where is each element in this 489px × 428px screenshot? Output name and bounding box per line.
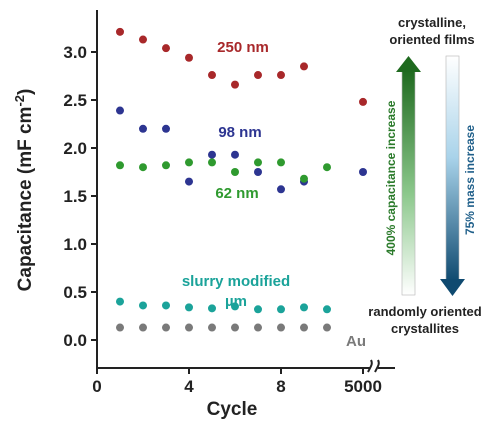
data-point-s2-5 <box>231 168 239 176</box>
data-point-s2-7 <box>277 158 285 167</box>
y-tick-label-5: 2.5 <box>63 91 87 110</box>
data-point-s4-3 <box>185 323 193 332</box>
y-axis-title: Capacitance (mF cm-2) <box>12 89 36 292</box>
y-tick-label-2: 1.0 <box>63 235 87 254</box>
y-tick-label-1: 0.5 <box>63 283 87 302</box>
green-arrow-label: 400% capacitance increase <box>384 100 398 255</box>
data-point-s2-2 <box>162 161 170 170</box>
data-point-s4-7 <box>277 323 285 332</box>
data-point-s3-9 <box>323 305 331 314</box>
data-point-s4-2 <box>162 323 170 332</box>
annotation-bottom-line2: crystallites <box>391 321 459 336</box>
data-point-s4-6 <box>254 323 262 332</box>
data-point-s0-7 <box>277 71 285 80</box>
axes: 0.0 0.5 1.0 1.5 2.0 2.5 3.0 0 4 8 5000 <box>63 10 395 396</box>
data-point-s2-8 <box>300 174 308 183</box>
blue-arrow-label: 75% mass increase <box>463 125 477 235</box>
annotation-bottom-line1: randomly oriented <box>368 304 481 319</box>
data-point-s1-6 <box>254 168 262 176</box>
y-axis-title-close: ) <box>15 89 36 95</box>
data-point-s0-3 <box>185 53 193 62</box>
y-axis-title-main: Capacitance (mF cm <box>15 107 36 292</box>
data-point-s2-6 <box>254 158 262 167</box>
data-point-s0-6 <box>254 71 262 80</box>
capacitance-increase-arrow: 400% capacitance increase <box>384 56 421 296</box>
y-axis-title-superscript: -2 <box>12 95 27 107</box>
data-point-s4-9 <box>323 323 331 332</box>
x-tick-label-2: 8 <box>276 377 285 396</box>
series-label-slurry-line1: slurry modified <box>182 273 290 290</box>
green-arrow-head <box>396 56 421 72</box>
data-points <box>116 27 367 332</box>
mass-increase-arrow: 75% mass increase <box>440 55 477 296</box>
data-point-s1-1 <box>139 124 147 133</box>
data-point-s0-1 <box>139 35 147 44</box>
data-point-s2-3 <box>185 158 193 167</box>
axis-break-mark-2 <box>374 359 380 373</box>
series-label-98nm: 98 nm <box>218 124 261 141</box>
annotation-top-line2: oriented films <box>389 32 474 47</box>
data-point-s0-0 <box>116 27 124 36</box>
axis-break-mark <box>367 359 373 373</box>
series-label-250nm: 250 nm <box>217 39 269 56</box>
data-point-s4-8 <box>300 323 308 332</box>
data-point-s4-1 <box>139 323 147 332</box>
data-point-s3-6 <box>254 305 262 314</box>
data-point-s1-cycle5000 <box>359 168 367 176</box>
data-point-s2-9 <box>323 163 331 172</box>
data-point-s3-7 <box>277 305 285 314</box>
data-point-s3-0 <box>116 297 124 306</box>
data-point-s2-0 <box>116 161 124 170</box>
data-point-s1-3 <box>185 177 193 186</box>
x-tick-label-1: 4 <box>184 377 194 396</box>
series-label-62nm: 62 nm <box>215 185 258 202</box>
trend-annotation: crystalline, oriented films 400% capacit… <box>368 15 481 336</box>
data-point-s3-5 <box>231 302 239 311</box>
data-point-s3-1 <box>139 301 147 310</box>
green-arrow-shaft <box>401 69 416 296</box>
data-point-s1-4 <box>208 150 216 159</box>
y-tick-label-6: 3.0 <box>63 43 87 62</box>
annotation-top-line1: crystalline, <box>398 15 466 30</box>
data-point-s4-0 <box>116 323 124 332</box>
data-point-s1-7 <box>277 185 285 194</box>
data-point-s0-8 <box>300 62 308 71</box>
data-point-s3-3 <box>185 303 193 312</box>
blue-arrow-head <box>440 279 465 296</box>
series-label-slurry-line2: µm <box>225 293 247 310</box>
y-tick-label-4: 2.0 <box>63 139 87 158</box>
x-axis-title: Cycle <box>207 399 258 420</box>
data-point-s4-5 <box>231 323 239 332</box>
blue-arrow-shaft <box>445 55 460 282</box>
y-ticks: 0.0 0.5 1.0 1.5 2.0 2.5 3.0 <box>63 43 97 350</box>
y-tick-label-3: 1.5 <box>63 187 87 206</box>
x-tick-label-3: 5000 <box>344 377 382 396</box>
data-point-s1-0 <box>116 106 124 115</box>
data-point-s2-4 <box>208 158 216 167</box>
x-tick-label-0: 0 <box>92 377 101 396</box>
x-ticks: 0 4 8 5000 <box>92 368 382 396</box>
data-point-s0-4 <box>208 71 216 80</box>
data-point-s2-1 <box>139 163 147 172</box>
y-tick-label-0: 0.0 <box>63 331 87 350</box>
data-point-s0-5 <box>231 80 239 89</box>
data-point-s3-8 <box>300 303 308 312</box>
data-point-s1-5 <box>231 150 239 159</box>
data-point-s0-cycle5000 <box>359 97 367 106</box>
series-label-au: Au <box>346 333 366 350</box>
data-point-s4-4 <box>208 323 216 332</box>
data-point-s3-4 <box>208 304 216 313</box>
data-point-s0-2 <box>162 44 170 53</box>
data-point-s3-2 <box>162 301 170 310</box>
data-point-s1-2 <box>162 124 170 133</box>
